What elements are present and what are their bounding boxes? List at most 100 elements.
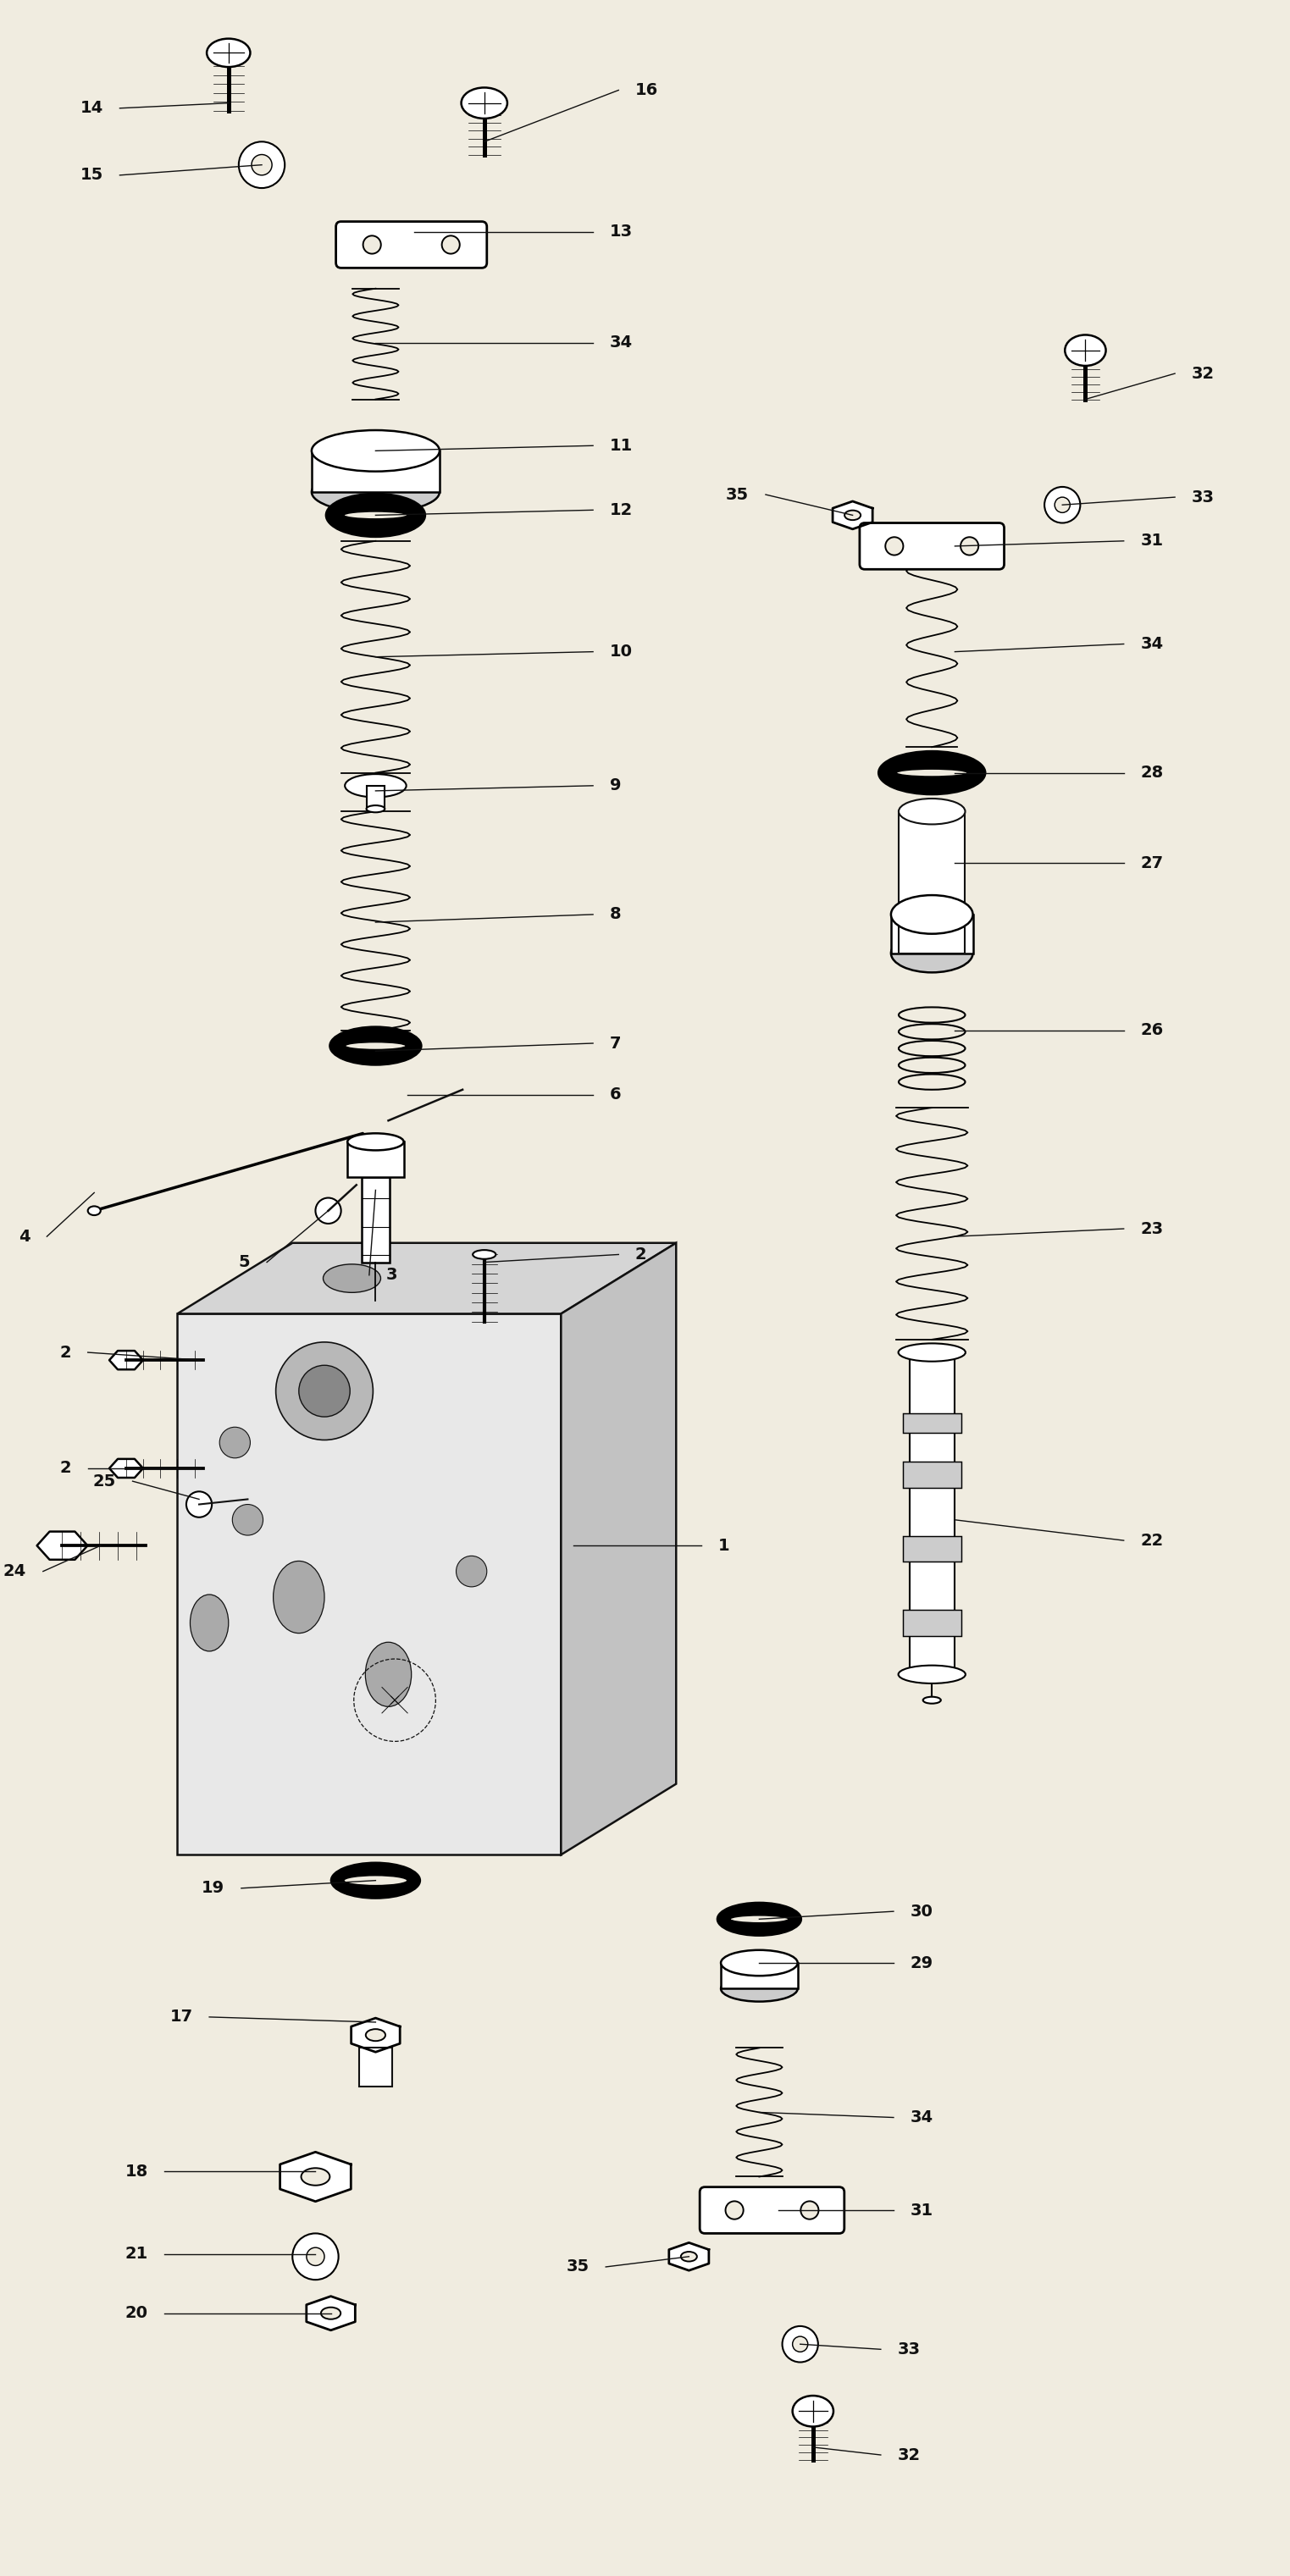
- Ellipse shape: [845, 510, 860, 520]
- Circle shape: [232, 1504, 263, 1535]
- Ellipse shape: [878, 752, 986, 796]
- Circle shape: [1045, 487, 1080, 523]
- Text: 24: 24: [4, 1564, 26, 1579]
- Text: 22: 22: [1140, 1533, 1164, 1548]
- Text: 34: 34: [610, 335, 632, 350]
- Ellipse shape: [898, 1345, 965, 1360]
- Polygon shape: [177, 1314, 561, 1855]
- Bar: [903, 1463, 961, 1489]
- FancyBboxPatch shape: [335, 222, 486, 268]
- Text: 2: 2: [635, 1247, 646, 1262]
- Circle shape: [276, 1342, 373, 1440]
- Ellipse shape: [922, 1698, 940, 1703]
- Text: 7: 7: [610, 1036, 620, 1051]
- Text: 9: 9: [610, 778, 620, 793]
- Circle shape: [252, 155, 272, 175]
- Polygon shape: [110, 1350, 143, 1370]
- Ellipse shape: [330, 1862, 421, 1899]
- Text: 34: 34: [1140, 636, 1164, 652]
- Ellipse shape: [681, 2251, 697, 2262]
- Ellipse shape: [1066, 335, 1106, 366]
- Circle shape: [885, 538, 903, 554]
- Ellipse shape: [206, 39, 250, 67]
- Text: 26: 26: [1140, 1023, 1164, 1038]
- Bar: [903, 1414, 961, 1432]
- Circle shape: [316, 1198, 341, 1224]
- Bar: [359, 2048, 392, 2087]
- Bar: [721, 1963, 797, 1989]
- Ellipse shape: [329, 1025, 422, 1066]
- Bar: [361, 1177, 390, 1262]
- Text: 34: 34: [911, 2110, 933, 2125]
- Text: 31: 31: [911, 2202, 933, 2218]
- Ellipse shape: [312, 471, 440, 513]
- Text: 21: 21: [125, 2246, 148, 2262]
- Circle shape: [457, 1556, 486, 1587]
- Text: 2: 2: [59, 1345, 71, 1360]
- Text: 20: 20: [125, 2306, 148, 2321]
- Polygon shape: [37, 1533, 88, 1558]
- Polygon shape: [561, 1244, 676, 1855]
- Circle shape: [441, 234, 459, 252]
- Ellipse shape: [344, 773, 406, 796]
- Ellipse shape: [321, 2308, 341, 2318]
- Ellipse shape: [88, 1206, 101, 1216]
- Bar: [891, 914, 973, 953]
- Text: 33: 33: [1192, 489, 1214, 505]
- Text: 10: 10: [610, 644, 632, 659]
- Circle shape: [239, 142, 285, 188]
- Text: 13: 13: [610, 224, 632, 240]
- Ellipse shape: [462, 88, 507, 118]
- Ellipse shape: [273, 1561, 324, 1633]
- Text: 29: 29: [911, 1955, 933, 1971]
- Circle shape: [293, 2233, 338, 2280]
- FancyBboxPatch shape: [859, 523, 1004, 569]
- Text: 19: 19: [201, 1880, 224, 1896]
- Text: 2: 2: [59, 1461, 71, 1476]
- Polygon shape: [307, 2295, 355, 2331]
- Ellipse shape: [899, 799, 965, 824]
- Text: 31: 31: [1140, 533, 1164, 549]
- Ellipse shape: [190, 1595, 228, 1651]
- Ellipse shape: [472, 1249, 495, 1260]
- Ellipse shape: [343, 1875, 408, 1886]
- Circle shape: [725, 2200, 743, 2218]
- Bar: [899, 811, 965, 953]
- Bar: [312, 451, 440, 492]
- Text: 35: 35: [566, 2259, 590, 2275]
- Bar: [366, 786, 384, 809]
- Ellipse shape: [792, 2396, 833, 2427]
- Text: 23: 23: [1140, 1221, 1164, 1236]
- Text: 12: 12: [610, 502, 632, 518]
- Circle shape: [307, 2246, 324, 2267]
- Ellipse shape: [312, 430, 440, 471]
- Text: 11: 11: [610, 438, 632, 453]
- FancyBboxPatch shape: [699, 2187, 844, 2233]
- Ellipse shape: [301, 2169, 330, 2184]
- Text: 3: 3: [386, 1267, 397, 1283]
- Polygon shape: [110, 1458, 143, 1479]
- Text: 35: 35: [726, 487, 749, 502]
- Circle shape: [362, 234, 381, 252]
- Circle shape: [801, 2200, 819, 2218]
- Ellipse shape: [897, 768, 968, 778]
- Text: 8: 8: [610, 907, 622, 922]
- Text: 4: 4: [19, 1229, 30, 1244]
- Ellipse shape: [721, 1976, 797, 2002]
- Text: 14: 14: [80, 100, 103, 116]
- Polygon shape: [351, 2017, 400, 2053]
- Text: 25: 25: [93, 1473, 116, 1489]
- Circle shape: [792, 2336, 808, 2352]
- Text: 16: 16: [635, 82, 658, 98]
- Text: 30: 30: [911, 1904, 933, 1919]
- Bar: [903, 1535, 961, 1561]
- Text: 1: 1: [719, 1538, 730, 1553]
- Ellipse shape: [366, 806, 384, 811]
- Text: 28: 28: [1140, 765, 1164, 781]
- Polygon shape: [280, 2151, 351, 2202]
- Ellipse shape: [343, 510, 408, 520]
- Circle shape: [782, 2326, 818, 2362]
- Ellipse shape: [365, 1641, 412, 1705]
- Text: 15: 15: [80, 167, 103, 183]
- Text: 32: 32: [898, 2447, 920, 2463]
